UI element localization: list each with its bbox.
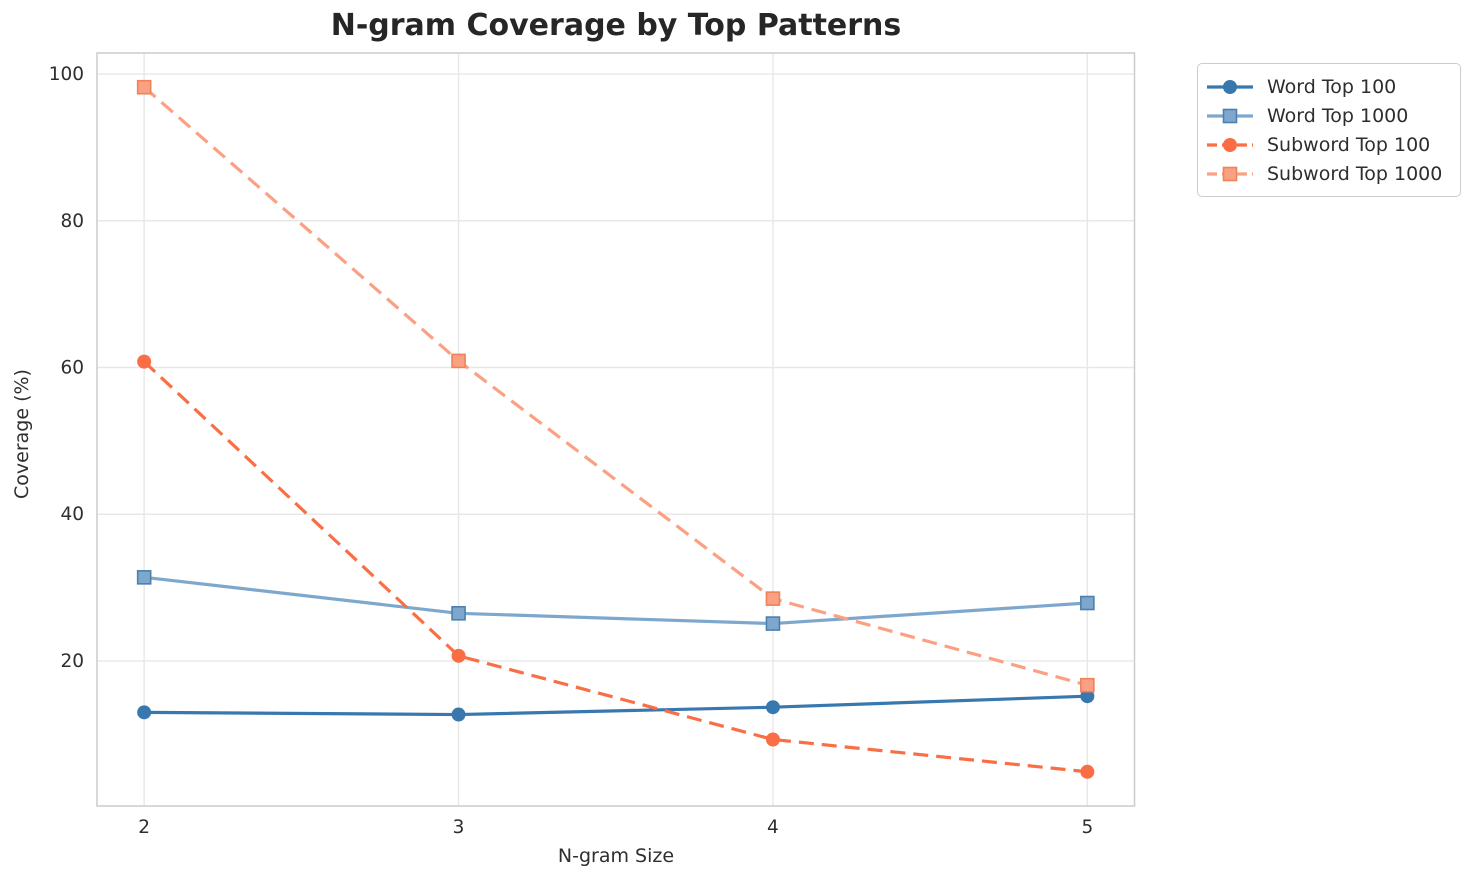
marker-word-top-100 xyxy=(137,705,152,720)
marker-subword-top-1000 xyxy=(765,591,781,606)
chart-title: N-gram Coverage by Top Patterns xyxy=(330,8,902,43)
x-axis-label: N-gram Size xyxy=(557,845,675,867)
x-tick-label: 5 xyxy=(1081,817,1093,838)
marker-word-top-1000 xyxy=(1080,595,1095,611)
x-tick-label: 4 xyxy=(767,817,779,838)
x-tick-label: 2 xyxy=(138,817,150,838)
marker-subword-top-100 xyxy=(137,354,152,369)
y-tick-label: 80 xyxy=(60,211,84,232)
legend-item-word-top-1000: Word Top 1000 xyxy=(1205,101,1450,130)
legend-label: Subword Top 1000 xyxy=(1267,162,1443,185)
legend-circle-line-icon xyxy=(1207,79,1253,94)
y-tick-label: 60 xyxy=(60,358,84,379)
plot-border xyxy=(96,52,1136,807)
x-tick-label: 3 xyxy=(453,817,465,838)
marker-word-top-100 xyxy=(1080,689,1095,704)
marker-word-top-1000 xyxy=(136,570,152,585)
legend-item-subword-top-1000: Subword Top 1000 xyxy=(1205,159,1450,188)
y-tick-label: 100 xyxy=(49,64,84,85)
series-line-word-top-1000 xyxy=(143,575,1088,626)
y-tick-label: 20 xyxy=(60,651,84,672)
legend-square-line-icon xyxy=(1207,166,1253,181)
legend-item-word-top-100: Word Top 100 xyxy=(1205,72,1450,101)
marker-subword-top-1000 xyxy=(1080,677,1095,693)
series-line-subword-top-1000 xyxy=(143,86,1088,687)
marker-word-top-1000 xyxy=(451,605,466,621)
series-line-subword-top-100 xyxy=(143,360,1088,774)
marker-subword-top-100 xyxy=(1080,764,1095,779)
marker-subword-top-100 xyxy=(451,648,466,663)
legend-item-subword-top-100: Subword Top 100 xyxy=(1205,130,1450,159)
legend-square-line-icon xyxy=(1207,108,1253,123)
series-line-word-top-100 xyxy=(144,694,1088,717)
marker-subword-top-1000 xyxy=(136,79,152,95)
marker-subword-top-1000 xyxy=(451,353,466,369)
marker-word-top-100 xyxy=(451,707,466,722)
y-axis-label: Coverage (%) xyxy=(11,369,33,499)
marker-word-top-100 xyxy=(765,700,780,715)
legend: Word Top 100 Word Top 1000 Subword Top 100… xyxy=(1197,63,1461,197)
marker-subword-top-100 xyxy=(765,732,780,747)
y-tick-label: 40 xyxy=(60,504,84,525)
marker-word-top-1000 xyxy=(765,616,781,631)
legend-label: Word Top 100 xyxy=(1267,75,1397,98)
legend-label: Subword Top 100 xyxy=(1267,133,1431,156)
legend-label: Word Top 1000 xyxy=(1267,104,1409,127)
legend-circle-line-icon xyxy=(1207,137,1253,152)
